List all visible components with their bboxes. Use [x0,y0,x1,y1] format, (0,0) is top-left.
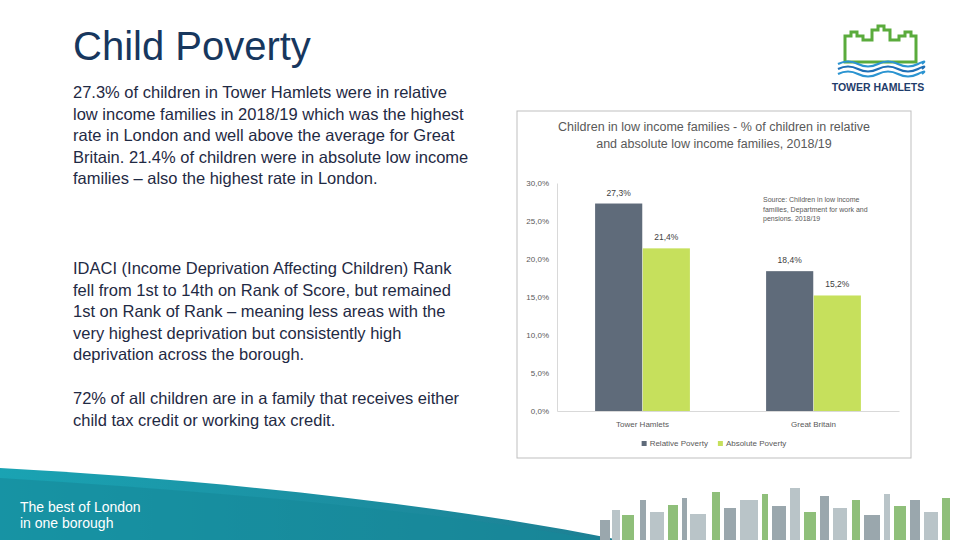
slide-svg: The best of Londonin one borough TOWER HA… [0,0,960,540]
data-label: 27,3% [607,188,632,198]
skyline [600,488,950,540]
building [762,494,768,540]
bar [766,271,813,411]
building [942,498,950,540]
building [640,500,646,540]
data-label: 18,4% [778,255,803,265]
data-labels: 27,3% 18,4% 21,4% 15,2% [607,188,850,290]
building [833,508,847,540]
building [690,514,706,540]
building [884,494,890,540]
x-axis-line [558,411,900,412]
legend-label: Absolute Poverty [726,439,786,448]
x-tick: Great Britain [791,411,836,429]
logo: TOWER HAMLETS [832,26,925,93]
x-tick: Tower Hamlets [616,411,669,429]
text-line: families, Department for work and [763,206,868,214]
building [852,500,860,540]
data-label: 21,4% [654,232,679,242]
y-tick-label: 25,0% [526,217,549,226]
y-tick: 10,0% [526,331,557,340]
logo-text: TOWER HAMLETS [832,81,925,93]
text-line: Source: Children in low income [763,196,860,203]
legend-swatch [642,441,647,446]
chart-title: Children in low income families - % of c… [558,120,870,151]
y-tick: 15,0% [526,293,557,302]
series [643,248,861,411]
legend-swatch [718,441,723,446]
bar [643,248,690,411]
building [864,515,880,540]
footer-text: The best of London [20,499,141,515]
series [595,204,813,411]
y-tick-label: 30,0% [526,179,549,188]
y-tick-label: 20,0% [526,255,549,264]
y-tick: 20,0% [526,255,557,264]
building [924,512,938,540]
bar [595,204,642,411]
y-tick-label: 0,0% [531,407,549,416]
x-tick-label: Great Britain [791,420,836,429]
legend: Relative Poverty Absolute Poverty [642,439,787,448]
building [724,508,736,540]
paragraph: 27.3% of children in Tower Hamlets were … [73,82,473,190]
building [740,500,758,540]
y-axis: 0,0% 5,0% 10,0% 15,0% 20,0% 25,0% 30,0% [526,179,557,416]
bars [595,204,861,411]
annotation: Source: Children in low income families, … [763,196,868,223]
legend-item: Absolute Poverty [718,439,786,448]
logo-castle [845,26,916,62]
y-tick: 5,0% [531,369,557,378]
bar [814,295,861,411]
y-tick-label: 10,0% [526,331,549,340]
paragraph: IDACI (Income Deprivation Affecting Chil… [73,258,473,366]
footer-band [0,468,620,540]
text-line: and absolute low income families, 2018/1… [596,137,832,151]
building [622,515,634,540]
y-axis-line [557,184,558,412]
building [650,512,664,540]
building [894,506,906,540]
building [790,488,800,540]
footer-band-shade [0,478,600,540]
y-tick-label: 5,0% [531,369,549,378]
x-axis: Tower Hamlets Great Britain [558,411,900,429]
building [668,505,678,540]
building [772,506,786,540]
building [712,492,720,540]
text-line: pensions. 2018/19 [763,215,820,223]
slide-title: Child Poverty [73,24,311,69]
logo-wave [838,72,924,77]
building [612,510,620,540]
building [910,500,920,540]
building [804,512,816,540]
text-line: Children in low income families - % of c… [558,120,870,134]
y-tick: 25,0% [526,217,557,226]
building [682,498,687,540]
chart-frame [517,111,911,458]
y-tick: 30,0% [526,179,557,188]
footer-text: in one borough [20,515,113,531]
building [600,520,610,540]
legend-label: Relative Poverty [650,439,708,448]
paragraph: 72% of all children are in a family that… [73,388,473,431]
data-label: 15,2% [825,279,850,289]
legend-item: Relative Poverty [642,439,708,448]
building [820,496,829,540]
y-tick: 0,0% [531,407,557,416]
x-tick-label: Tower Hamlets [616,420,669,429]
y-tick-label: 15,0% [526,293,549,302]
